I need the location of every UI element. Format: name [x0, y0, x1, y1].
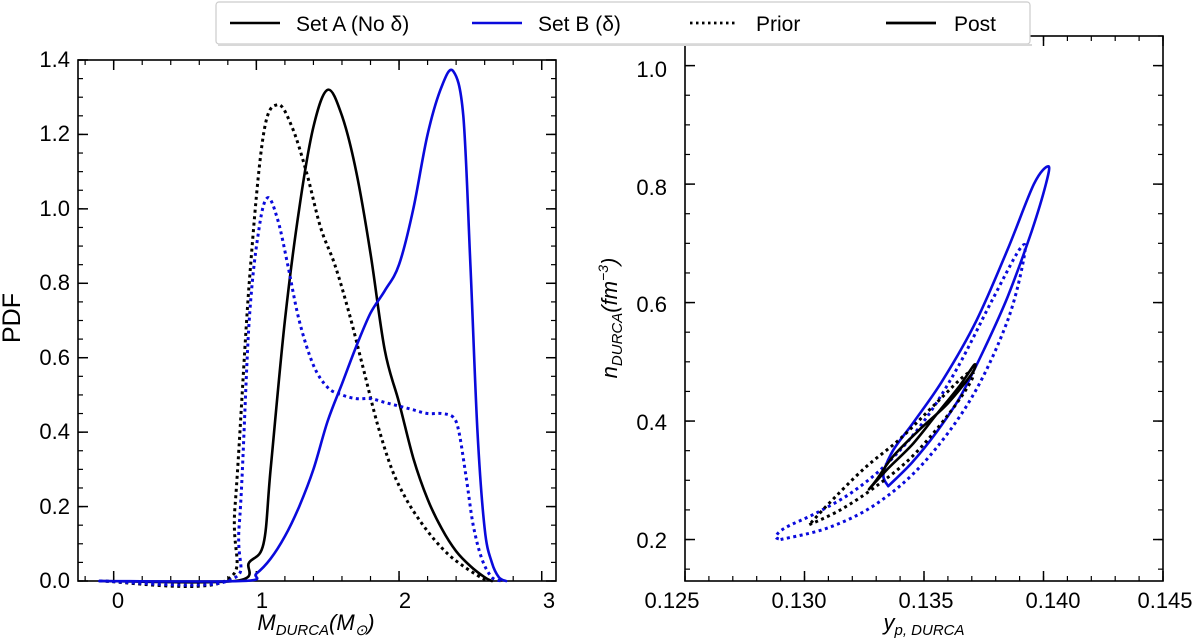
- left-plot-frame: [77, 59, 557, 582]
- series-set-a-no-post: [98, 88, 494, 584]
- legend-label-set-a: Set A (No δ): [296, 13, 409, 36]
- left-curves: [98, 68, 508, 589]
- legend-label-post: Post: [954, 13, 996, 36]
- left-panel: 0 1 2 3 0.0 0.2 0.4 0.6 0.8 1.0 1.2 1.4 …: [0, 47, 557, 639]
- left-xtick-label: 0: [112, 588, 124, 613]
- series-set-a-no-prior: [99, 103, 489, 589]
- right-xtick-label: 0.130: [771, 588, 826, 613]
- legend: Set A (No δ) Set B (δ) Prior Post: [215, 1, 1032, 46]
- series-set-a-no-post: [867, 363, 977, 491]
- right-plot-frame: [684, 35, 1164, 582]
- right-panel: 0.125 0.130 0.135 0.140 0.145 0.2 0.4 0.…: [595, 35, 1193, 639]
- right-xlabel: yp, DURCA: [881, 610, 964, 639]
- left-ytick-label: 0.8: [39, 270, 70, 295]
- series-set-b-post: [882, 165, 1051, 488]
- left-ytick-label: 1.2: [39, 121, 70, 146]
- legend-shadow: [218, 44, 1032, 46]
- left-ytick-label: 0.2: [39, 494, 70, 519]
- right-xtick-label: 0.135: [898, 588, 953, 613]
- series-set-b-prior: [99, 196, 503, 587]
- right-ytick-label: 0.8: [636, 175, 667, 200]
- left-ytick-label: 1.4: [39, 47, 70, 72]
- left-xlabel: MDURCA(M⊙): [257, 610, 374, 639]
- series-set-b-post: [98, 68, 508, 583]
- legend-label-prior: Prior: [756, 13, 800, 36]
- right-ytick-label: 0.2: [636, 528, 667, 553]
- left-ticks: [78, 59, 556, 582]
- left-ytick-label: 0.4: [39, 419, 70, 444]
- left-xtick-label: 2: [399, 588, 411, 613]
- right-ytick-label: 1.0: [636, 57, 667, 82]
- right-ytick-label: 0.4: [636, 410, 667, 435]
- right-ytick-label: 0.6: [636, 292, 667, 317]
- left-ytick-label: 0.6: [39, 345, 70, 370]
- series-set-b-prior: [774, 243, 1027, 541]
- left-xtick-label: 3: [543, 588, 555, 613]
- right-xtick-label: 0.140: [1025, 588, 1080, 613]
- right-curves: [774, 165, 1051, 541]
- left-ylabel: PDF: [0, 293, 26, 343]
- right-ylabel: nDURCA(fm−3): [595, 258, 626, 379]
- left-xtick-label: 1: [256, 588, 268, 613]
- left-ytick-label: 0.0: [39, 568, 70, 593]
- left-ytick-label: 1.0: [39, 196, 70, 221]
- right-xtick-label: 0.125: [644, 588, 699, 613]
- legend-label-set-b: Set B (δ): [538, 13, 621, 36]
- right-xtick-label: 0.145: [1137, 588, 1192, 613]
- right-ticks: [684, 35, 1164, 581]
- series-set-a-no-prior: [808, 370, 975, 527]
